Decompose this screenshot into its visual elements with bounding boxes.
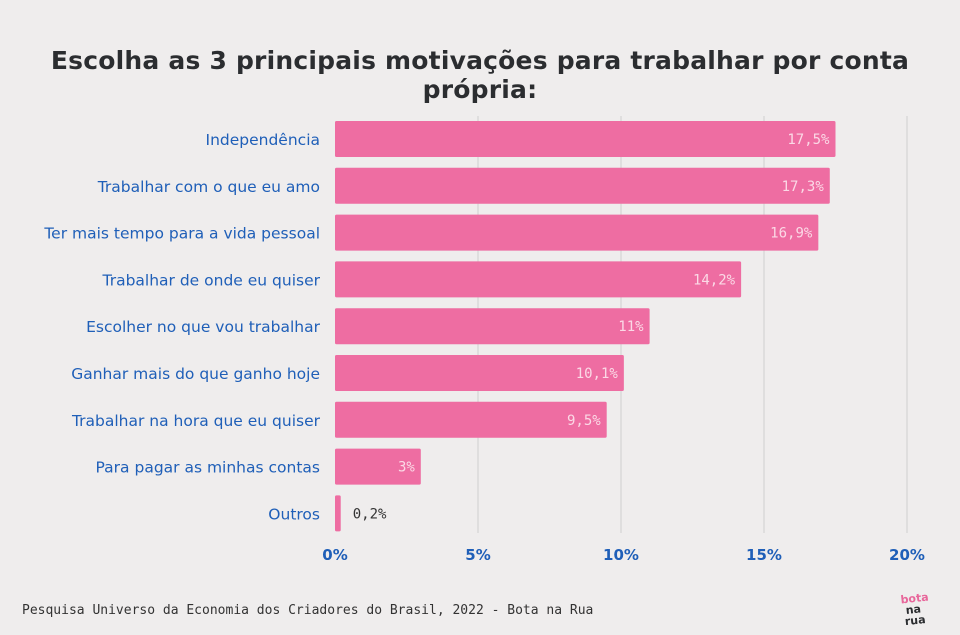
category-label: Trabalhar com o que eu amo (97, 178, 320, 196)
value-label: 9,5% (567, 413, 601, 429)
bar (335, 448, 421, 485)
x-tick-label: 15% (746, 546, 782, 564)
bar (335, 121, 836, 157)
category-label: Ganhar mais do que ganho hoje (71, 365, 320, 383)
category-label: Outros (268, 505, 320, 523)
value-label: 0,2% (353, 506, 387, 522)
bar (335, 167, 830, 204)
bar (335, 214, 819, 251)
category-label: Trabalhar na hora que eu quiser (71, 412, 321, 430)
bars (335, 121, 836, 532)
category-label: Escolher no que vou trabalhar (86, 318, 321, 336)
value-labels: 17,5% 17,3% 16,9% 14,2% 11% 10,1% 9,5% 3% 0,2% (353, 132, 830, 522)
value-label: 16,9% (770, 226, 813, 242)
bar (335, 308, 650, 345)
value-label: 3% (398, 460, 415, 476)
value-label: 14,2% (693, 272, 736, 288)
x-tick-label: 5% (465, 546, 490, 564)
value-label: 11% (618, 319, 644, 335)
source-footer: Pesquisa Universo da Economia dos Criado… (22, 603, 594, 618)
bar (335, 495, 341, 532)
x-tick-label: 10% (603, 546, 639, 564)
category-label: Trabalhar de onde eu quiser (102, 271, 321, 289)
x-axis-ticks: 0% 5% 10% 15% 20% (322, 546, 925, 564)
value-label: 17,5% (787, 132, 830, 148)
bar (335, 261, 742, 298)
x-tick-label: 0% (322, 546, 347, 564)
category-label: Independência (206, 131, 321, 149)
category-label: Para pagar as minhas contas (96, 459, 320, 477)
bar (335, 355, 624, 391)
x-tick-label: 20% (889, 546, 925, 564)
chart-title: Escolha as 3 principais motivações para … (50, 46, 910, 104)
bota-na-rua-logo: bota na rua (899, 590, 930, 629)
category-labels: Independência Trabalhar com o que eu amo T… (43, 131, 320, 523)
value-label: 17,3% (782, 179, 825, 195)
value-label: 10,1% (576, 366, 619, 382)
bar (335, 401, 607, 438)
category-label: Ter mais tempo para a vida pessoal (43, 225, 320, 243)
